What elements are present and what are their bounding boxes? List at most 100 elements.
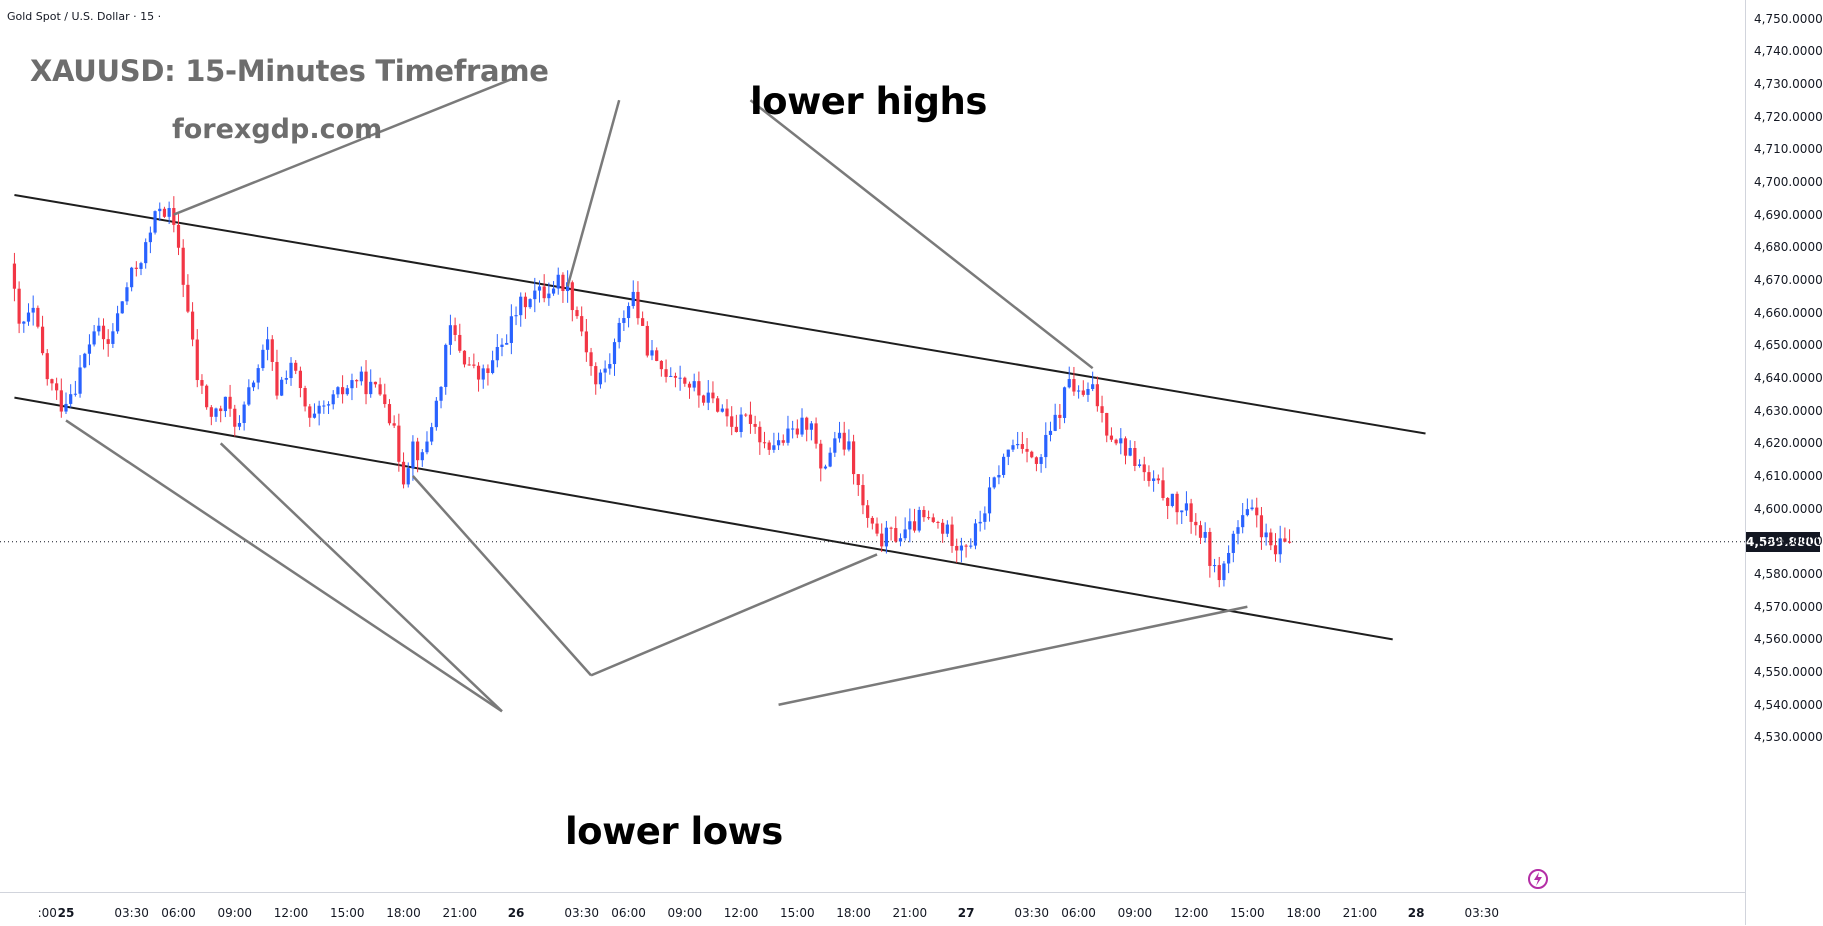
candle-body[interactable] — [130, 267, 134, 288]
channel-upper-line[interactable] — [14, 193, 1426, 435]
candle-body[interactable] — [36, 307, 40, 327]
candle-body[interactable] — [730, 416, 734, 427]
candle-body[interactable] — [364, 371, 368, 395]
candle-body[interactable] — [387, 404, 392, 424]
candle-body[interactable] — [83, 353, 87, 368]
candle-body[interactable] — [481, 368, 485, 380]
candle-body[interactable] — [1100, 406, 1104, 413]
candle-body[interactable] — [430, 427, 434, 442]
candle-body[interactable] — [1264, 532, 1268, 538]
candle-body[interactable] — [866, 505, 870, 518]
candle-body[interactable] — [800, 417, 804, 435]
candle-body[interactable] — [101, 325, 106, 340]
candle-body[interactable] — [312, 413, 317, 418]
candle-body[interactable] — [1020, 444, 1024, 449]
candle-body[interactable] — [551, 288, 556, 294]
candle-body[interactable] — [1128, 448, 1132, 456]
candle-body[interactable] — [284, 378, 288, 380]
candle-body[interactable] — [1287, 541, 1292, 543]
candle-body[interactable] — [828, 452, 832, 467]
candle-body[interactable] — [1086, 388, 1090, 395]
candle-body[interactable] — [167, 208, 171, 217]
candle-body[interactable] — [336, 387, 340, 395]
candle-body[interactable] — [697, 381, 701, 396]
candle-body[interactable] — [491, 360, 495, 373]
candle-body[interactable] — [1114, 439, 1118, 444]
candle-body[interactable] — [261, 349, 265, 369]
candle-body[interactable] — [1203, 531, 1207, 538]
candle-body[interactable] — [631, 291, 635, 307]
candle-body[interactable] — [416, 441, 420, 461]
candle-body[interactable] — [1044, 434, 1048, 458]
candle-body[interactable] — [270, 339, 274, 362]
candle-body[interactable] — [809, 423, 813, 430]
candle-body[interactable] — [472, 364, 476, 366]
candle-body[interactable] — [509, 316, 513, 343]
candle-body[interactable] — [1194, 521, 1198, 526]
candle-body[interactable] — [106, 339, 110, 344]
candle-body[interactable] — [158, 208, 162, 212]
candle-body[interactable] — [162, 208, 167, 217]
candle-body[interactable] — [303, 388, 307, 407]
candle-body[interactable] — [144, 242, 148, 264]
candle-body[interactable] — [912, 521, 917, 531]
candle-body[interactable] — [1217, 565, 1221, 581]
candle-body[interactable] — [505, 342, 509, 345]
candle-body[interactable] — [837, 432, 842, 439]
candle-body[interactable] — [12, 263, 17, 289]
candle-body[interactable] — [383, 394, 387, 405]
candle-body[interactable] — [1142, 464, 1146, 473]
candle-body[interactable] — [1278, 538, 1282, 555]
candle-body[interactable] — [59, 390, 63, 412]
candle-body[interactable] — [701, 395, 706, 403]
candle-body[interactable] — [476, 365, 481, 380]
candle-body[interactable] — [125, 287, 129, 302]
candle-body[interactable] — [603, 368, 607, 373]
candle-body[interactable] — [359, 371, 363, 382]
candle-body[interactable] — [1273, 545, 1278, 555]
candle-body[interactable] — [926, 517, 931, 519]
candle-body[interactable] — [598, 372, 603, 385]
candle-body[interactable] — [1048, 430, 1053, 435]
candle-body[interactable] — [941, 522, 945, 534]
candle-body[interactable] — [814, 423, 818, 444]
candle-body[interactable] — [734, 426, 738, 432]
candle-body[interactable] — [92, 331, 96, 345]
candle-body[interactable] — [223, 396, 227, 412]
candle-body[interactable] — [1016, 444, 1020, 446]
candle-body[interactable] — [97, 325, 101, 332]
candle-body[interactable] — [1002, 456, 1006, 475]
candle-body[interactable] — [823, 466, 828, 469]
candle-body[interactable] — [795, 428, 799, 435]
candle-body[interactable] — [584, 331, 588, 353]
candle-body[interactable] — [739, 414, 743, 432]
candle-body[interactable] — [617, 322, 621, 343]
candle-body[interactable] — [973, 523, 978, 546]
candle-body[interactable] — [880, 533, 884, 547]
candle-body[interactable] — [659, 360, 663, 370]
candle-body[interactable] — [317, 405, 321, 414]
candle-body[interactable] — [542, 286, 546, 299]
candle-body[interactable] — [561, 274, 565, 292]
candle-body[interactable] — [1147, 472, 1151, 481]
candle-body[interactable] — [514, 315, 518, 317]
candle-body[interactable] — [875, 523, 879, 534]
candle-body[interactable] — [1180, 510, 1184, 513]
candle-body[interactable] — [22, 321, 26, 324]
candle-body[interactable] — [1231, 533, 1235, 553]
candle-body[interactable] — [786, 428, 790, 443]
candle-body[interactable] — [959, 545, 964, 551]
candle-body[interactable] — [626, 306, 631, 319]
candle-body[interactable] — [176, 224, 181, 248]
candle-body[interactable] — [1133, 448, 1137, 466]
candle-body[interactable] — [1184, 503, 1189, 511]
candle-body[interactable] — [1152, 478, 1156, 481]
candle-body[interactable] — [1077, 390, 1081, 392]
candle-body[interactable] — [1175, 493, 1179, 513]
candle-body[interactable] — [861, 485, 865, 506]
candle-body[interactable] — [669, 375, 673, 377]
time-scale[interactable] — [0, 892, 1745, 926]
candle-body[interactable] — [294, 362, 298, 371]
candle-body[interactable] — [1241, 515, 1245, 528]
